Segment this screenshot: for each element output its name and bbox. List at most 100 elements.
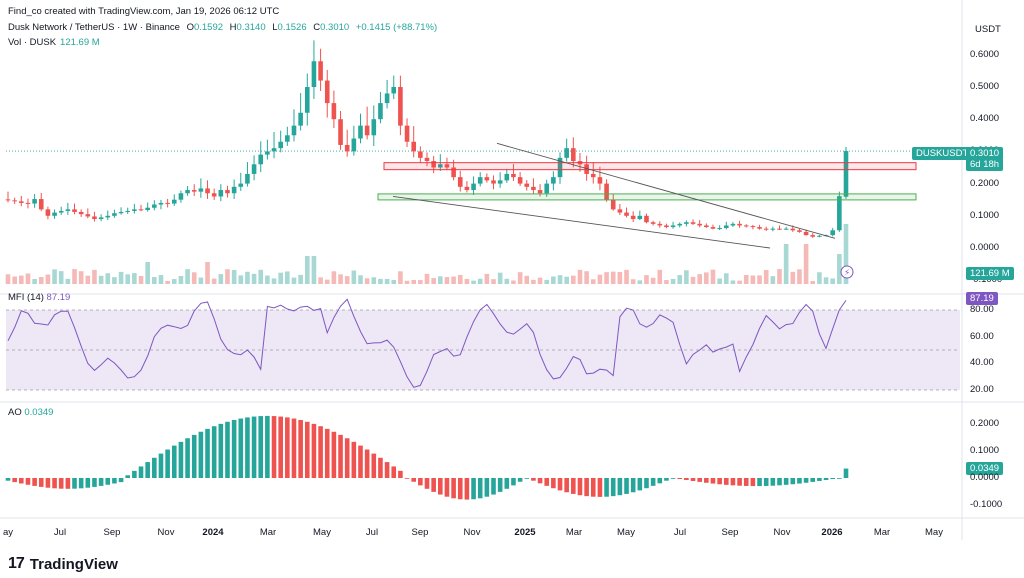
candle xyxy=(112,213,117,216)
candle xyxy=(650,222,656,224)
candle xyxy=(457,177,463,187)
volume-bar xyxy=(238,275,244,284)
candle xyxy=(431,161,436,168)
ao-bar xyxy=(258,416,264,478)
candle xyxy=(564,148,569,158)
candle xyxy=(810,235,816,237)
volume-bar xyxy=(265,275,270,284)
volume-bar xyxy=(630,279,636,284)
candle xyxy=(5,199,11,201)
volume-bar xyxy=(810,280,816,284)
candle xyxy=(358,125,363,139)
volume-bar xyxy=(757,275,762,284)
volume-bar xyxy=(451,276,456,284)
ao-bar xyxy=(717,478,722,485)
volume-bar xyxy=(737,280,742,284)
ao-bar xyxy=(45,478,51,488)
candle xyxy=(677,223,683,226)
volume-bar xyxy=(797,269,802,284)
mfi-title-text: MFI (14) xyxy=(8,292,44,303)
candle xyxy=(231,186,237,194)
ao-bar xyxy=(5,478,11,481)
ao-bar xyxy=(85,478,91,488)
volume-bar xyxy=(211,278,217,284)
ao-bar xyxy=(444,478,450,497)
volume-bar xyxy=(364,278,370,284)
volume-bar xyxy=(790,271,796,284)
support-zone xyxy=(377,193,917,201)
ao-bar xyxy=(418,478,423,486)
high-label: H xyxy=(229,22,237,33)
ao-bar xyxy=(344,438,350,478)
volume-bar xyxy=(152,277,157,284)
volume-bar xyxy=(803,244,809,284)
candle xyxy=(717,228,722,230)
ao-bar xyxy=(743,478,749,486)
volume-bar xyxy=(777,269,782,284)
ao-bar xyxy=(105,478,111,485)
candle xyxy=(697,223,702,226)
volume-bar xyxy=(218,274,224,284)
volume-bar xyxy=(171,279,177,284)
volume-bar xyxy=(138,275,144,284)
volume-bar xyxy=(471,280,476,284)
candle xyxy=(98,217,104,220)
volume-bar xyxy=(78,271,84,284)
ao-bar xyxy=(158,453,164,478)
candle xyxy=(544,183,550,194)
tradingview-logo[interactable]: 17 TradingView xyxy=(8,555,118,573)
volume-bar xyxy=(132,273,137,284)
candle xyxy=(617,209,623,213)
candle xyxy=(285,135,290,142)
mfi-value: 87.19 xyxy=(46,292,71,303)
candle xyxy=(517,177,523,184)
volume-bar xyxy=(418,280,423,284)
ao-bar xyxy=(198,431,204,478)
ao-bar xyxy=(112,478,117,484)
open-value: 0.1592 xyxy=(193,22,224,33)
volume-bar xyxy=(52,269,57,284)
ao-bar xyxy=(291,418,297,478)
ao-bar xyxy=(384,462,390,478)
volume-bar xyxy=(650,277,656,284)
candle xyxy=(690,222,696,224)
volume-bar xyxy=(457,274,463,284)
time-axis-label: Jul xyxy=(365,527,379,538)
ao-bar xyxy=(438,478,443,495)
price-tick-label: 0.2000 xyxy=(970,177,1000,189)
ao-bar xyxy=(517,478,523,482)
volume-bar xyxy=(491,279,496,284)
candle xyxy=(471,183,476,191)
candle xyxy=(777,228,782,230)
ao-bar xyxy=(351,441,357,478)
candle xyxy=(384,93,390,104)
ao-bar xyxy=(285,417,290,478)
mfi-tag: 87.19 xyxy=(966,292,998,305)
ao-tick-label: -0.1000 xyxy=(970,499,1003,510)
volume-bar xyxy=(644,275,649,284)
price-tick-label: 0.1000 xyxy=(970,209,1000,221)
volume-bar xyxy=(245,271,250,284)
ao-value: 0.0349 xyxy=(24,407,54,418)
ao-bar xyxy=(72,478,77,489)
candle xyxy=(491,180,496,184)
volume-bar xyxy=(45,274,51,284)
candle xyxy=(19,201,24,203)
candle xyxy=(331,103,337,120)
volume-bar xyxy=(484,273,490,284)
ao-bar xyxy=(484,478,490,497)
ao-bar xyxy=(125,475,131,478)
ao-bar xyxy=(398,470,403,478)
ao-tick-label: 0.0000 xyxy=(970,472,1000,483)
candle xyxy=(730,223,736,226)
ao-bar xyxy=(637,478,643,491)
ao-title: AO 0.0349 xyxy=(8,407,53,418)
ao-bar xyxy=(358,445,363,478)
ao-bar xyxy=(704,478,709,483)
volume-bar xyxy=(717,278,722,284)
lightning-icon: ⚡ xyxy=(844,269,850,279)
ao-bar xyxy=(757,478,762,487)
price-tick-label: 0.4000 xyxy=(970,113,1000,125)
candle xyxy=(371,119,377,136)
